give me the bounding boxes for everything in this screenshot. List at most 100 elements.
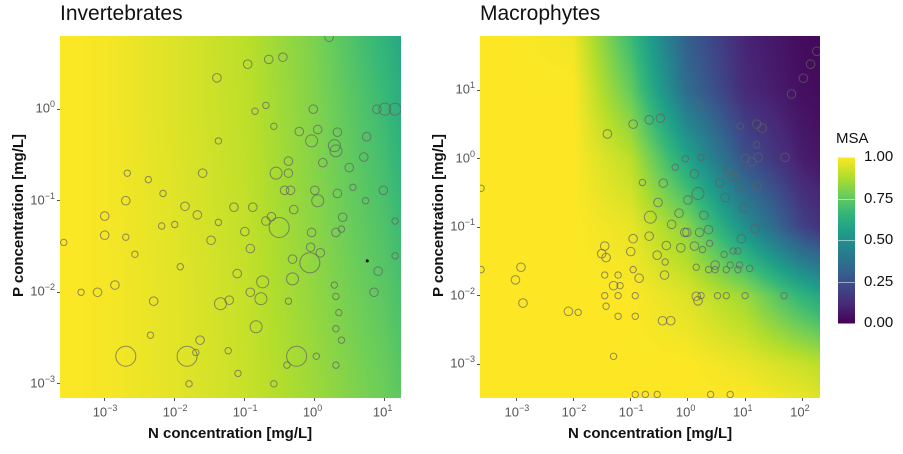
data-point [251, 107, 259, 115]
tick-base: 10 [733, 404, 748, 420]
x-tick-mark [744, 398, 746, 401]
data-point [734, 182, 745, 193]
data-point [666, 219, 677, 230]
data-point [284, 297, 293, 305]
data-point [713, 291, 722, 300]
x-tick-label: 101 [733, 403, 752, 419]
y-tick-label: 100 [456, 149, 475, 165]
data-point [332, 127, 343, 138]
data-point [232, 268, 243, 279]
data-point [263, 54, 274, 65]
data-point [510, 275, 521, 285]
data-point [574, 308, 582, 317]
data-point [738, 203, 749, 213]
data-point [310, 185, 320, 196]
data-point [616, 281, 624, 290]
data-point [631, 390, 639, 398]
data-point [358, 152, 369, 162]
data-point [120, 195, 131, 206]
data-point [706, 390, 715, 398]
data-point [212, 73, 222, 83]
scatter-layer [480, 46, 820, 398]
y-tick-label: 100 [36, 99, 55, 115]
data-point [638, 178, 647, 187]
data-point [305, 134, 319, 148]
tick-exponent: 0 [690, 403, 696, 413]
y-tick-mark [477, 295, 480, 297]
tick-exponent: −3 [107, 403, 118, 413]
plot-area [480, 36, 820, 398]
data-point [335, 308, 343, 317]
data-point [628, 119, 638, 129]
x-tick-mark [384, 398, 386, 401]
tick-exponent: −1 [633, 403, 644, 413]
data-point [171, 220, 179, 229]
x-tick-label: 10−3 [504, 403, 529, 419]
data-point [206, 235, 216, 246]
data-point [518, 298, 528, 308]
data-point [643, 210, 657, 224]
data-point [601, 291, 609, 300]
data-point [691, 291, 702, 302]
tick-exponent: −2 [576, 403, 587, 413]
data-point [110, 280, 120, 290]
x-tick-label: 100 [676, 403, 695, 419]
data-point [629, 265, 637, 274]
data-point [641, 390, 650, 398]
data-point [658, 178, 669, 188]
x-axis-label: N concentration [mg/L] [148, 425, 313, 442]
y-tick-label: 10−1 [450, 217, 475, 233]
x-tick-mark [801, 398, 803, 401]
data-point [602, 302, 610, 310]
tick-exponent: −1 [247, 403, 258, 413]
data-point [299, 252, 321, 274]
data-point [312, 352, 321, 360]
data-point [692, 263, 700, 271]
data-point [378, 102, 392, 116]
data-point [361, 197, 370, 205]
data-point [312, 124, 323, 135]
tick-exponent: 0 [469, 148, 475, 159]
data-point [734, 247, 742, 255]
tick-exponent: 0 [317, 403, 323, 413]
tick-exponent: −3 [464, 354, 475, 365]
data-point [229, 202, 239, 212]
data-point [480, 184, 485, 192]
tick-exponent: −2 [177, 403, 188, 413]
data-point [239, 226, 250, 237]
data-point [391, 252, 399, 260]
panel-title: Invertebrates [60, 2, 183, 25]
data-point [798, 73, 809, 83]
tick-base: 10 [372, 404, 388, 420]
x-tick-mark [174, 398, 176, 401]
legend-title: MSA [836, 130, 869, 147]
data-point [655, 113, 666, 124]
data-point [318, 157, 328, 168]
data-point [192, 348, 200, 357]
data-point [234, 369, 242, 378]
tick-base: 10 [455, 81, 470, 97]
data-point [115, 345, 137, 367]
legend-tick-mark [838, 323, 855, 324]
data-point [805, 59, 816, 70]
data-point [601, 271, 609, 279]
y-tick-mark [477, 89, 480, 91]
data-point [689, 169, 700, 179]
data-point [256, 275, 270, 289]
data-point [337, 212, 348, 223]
data-point [254, 292, 268, 306]
y-axis-label: P concentration [mg/L] [9, 133, 27, 298]
data-point [691, 187, 705, 201]
data-point [146, 331, 155, 339]
x-tick-mark [687, 398, 689, 401]
tick-base: 10 [92, 404, 108, 420]
data-point [195, 335, 205, 345]
data-point [60, 238, 68, 247]
data-point [516, 262, 526, 273]
y-tick-mark [57, 383, 60, 385]
data-point [305, 242, 316, 253]
data-point [682, 227, 692, 238]
data-point [192, 210, 203, 220]
x-tick-mark [244, 398, 246, 401]
data-point [675, 242, 686, 253]
